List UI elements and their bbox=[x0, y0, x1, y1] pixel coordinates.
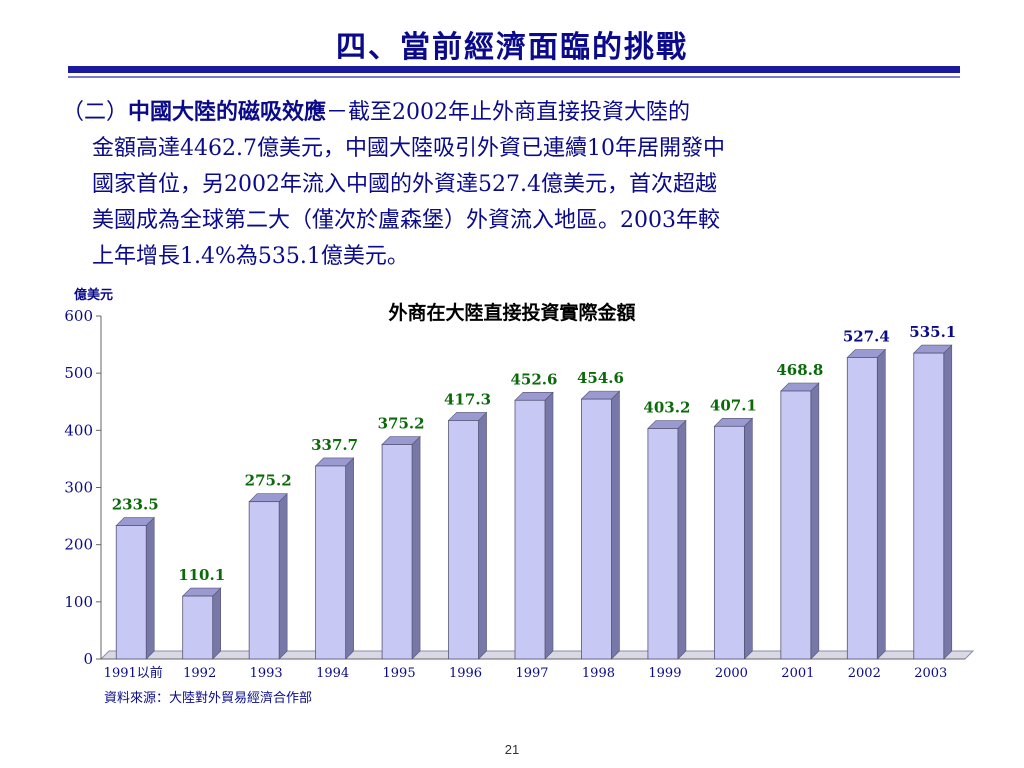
data-label: 535.1 bbox=[909, 323, 956, 341]
page-number: 21 bbox=[504, 742, 520, 757]
bar-side-face bbox=[744, 417, 753, 660]
title-underline-thick bbox=[68, 66, 960, 73]
data-label: 375.2 bbox=[378, 415, 425, 433]
bar-side-face bbox=[345, 457, 354, 660]
data-label: 233.5 bbox=[112, 496, 159, 514]
y-axis-unit-label: 億美元 bbox=[74, 288, 114, 303]
bar bbox=[581, 398, 612, 660]
body-paragraph: （二）中國大陸的磁吸效應－截至2002年止外商直接投資大陸的 金額高達4462.… bbox=[62, 94, 982, 275]
bar-side-face bbox=[611, 390, 620, 660]
x-tick-label: 2003 bbox=[914, 666, 947, 681]
x-tick-label: 1993 bbox=[250, 666, 283, 681]
bar bbox=[248, 501, 280, 660]
data-label: 452.6 bbox=[511, 370, 558, 388]
paragraph-text-1: －截至2002年止外商直接投資大陸的 bbox=[326, 100, 691, 125]
bar bbox=[315, 465, 347, 660]
bar bbox=[182, 595, 214, 660]
data-label: 403.2 bbox=[643, 399, 690, 417]
x-tick-label: 2001 bbox=[781, 666, 814, 681]
data-label: 527.4 bbox=[843, 328, 890, 346]
x-tick-label: 1998 bbox=[582, 666, 615, 681]
bar bbox=[115, 525, 147, 660]
paragraph-lead: （二） bbox=[62, 100, 129, 125]
bar bbox=[514, 399, 546, 660]
y-tick-label: 300 bbox=[64, 479, 93, 497]
data-label: 454.6 bbox=[577, 369, 624, 387]
y-tick-label: 500 bbox=[64, 364, 93, 382]
bar bbox=[913, 352, 945, 660]
x-tick-label: 1997 bbox=[515, 666, 548, 681]
data-label: 407.1 bbox=[710, 396, 757, 414]
bar-side-face bbox=[677, 419, 687, 660]
y-tick-label: 0 bbox=[83, 650, 93, 668]
x-tick-label: 1996 bbox=[449, 666, 482, 681]
y-tick-label: 100 bbox=[64, 593, 93, 611]
bar bbox=[713, 425, 745, 660]
x-tick-label: 1995 bbox=[383, 666, 416, 681]
y-tick-label: 200 bbox=[64, 536, 93, 554]
paragraph-line: 國家首位，另2002年流入中國的外資達527.4億美元，首次超越 bbox=[92, 172, 717, 197]
bar-side-face bbox=[145, 516, 155, 660]
chart-title: 外商在大陸直接投資實際金額 bbox=[388, 302, 636, 324]
bar-side-face bbox=[212, 587, 221, 660]
bar bbox=[780, 390, 812, 660]
data-label: 337.7 bbox=[311, 436, 358, 454]
bar-side-face bbox=[411, 435, 421, 660]
bar-side-face bbox=[544, 391, 554, 660]
source-note: 資料來源：大陸對外貿易經濟合作部 bbox=[104, 691, 313, 706]
paragraph-line: 美國成為全球第二大（僅次於盧森堡）外資流入地區。2003年較 bbox=[92, 208, 720, 233]
data-label: 110.1 bbox=[178, 566, 225, 584]
data-label: 275.2 bbox=[245, 472, 292, 490]
data-label: 468.8 bbox=[776, 361, 823, 379]
bar bbox=[448, 420, 479, 660]
data-label: 417.3 bbox=[444, 390, 491, 408]
bar-side-face bbox=[877, 348, 886, 660]
bar-side-face bbox=[943, 344, 953, 660]
paragraph-heading: 中國大陸的磁吸效應 bbox=[128, 99, 327, 125]
x-tick-label: 1994 bbox=[316, 666, 349, 681]
bar bbox=[846, 357, 878, 660]
x-tick-label: 1992 bbox=[183, 666, 216, 681]
bar-side-face bbox=[810, 382, 820, 660]
x-tick-label: 1991以前 bbox=[104, 665, 163, 681]
x-tick-label: 1999 bbox=[648, 666, 681, 681]
paragraph-line: 上年增長1.4%為535.1億美元。 bbox=[92, 244, 409, 269]
x-tick-label: 2000 bbox=[715, 666, 748, 681]
paragraph-first-line: （二）中國大陸的磁吸效應－截至2002年止外商直接投資大陸的 bbox=[62, 94, 982, 131]
slide-title: 四、當前經濟面臨的挑戰 bbox=[336, 30, 688, 65]
bar bbox=[647, 428, 679, 660]
x-tick-label: 2002 bbox=[848, 666, 881, 681]
y-tick-label: 600 bbox=[64, 307, 93, 325]
title-underline-thin bbox=[68, 76, 960, 78]
bar bbox=[381, 444, 413, 660]
paragraph-line: 金額高達4462.7億美元，中國大陸吸引外資已連續10年居開發中 bbox=[92, 136, 725, 161]
bar-side-face bbox=[478, 411, 487, 660]
y-tick-label: 400 bbox=[64, 421, 93, 439]
bar-side-face bbox=[278, 492, 288, 660]
